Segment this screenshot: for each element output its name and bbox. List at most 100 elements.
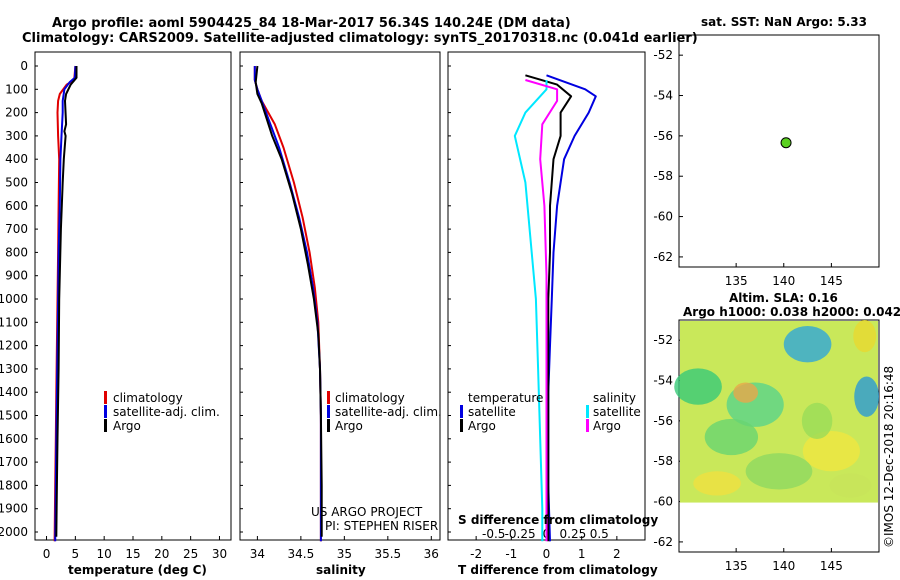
series-line bbox=[254, 65, 323, 537]
map-ytick-label: -54 bbox=[653, 374, 673, 388]
temperature-tick-label: 20 bbox=[154, 547, 169, 561]
series-line bbox=[525, 79, 559, 542]
series-line bbox=[525, 74, 573, 542]
difference-salinity-legend: salinity satellite Argo bbox=[586, 391, 641, 433]
salinity-legend: climatology satellite-adj. clim. Argo bbox=[327, 391, 442, 433]
heatmap-blob bbox=[854, 376, 879, 417]
difference-tick-label: 0 bbox=[543, 547, 551, 561]
legend-label: Argo bbox=[593, 419, 621, 433]
legend-title: temperature bbox=[468, 391, 543, 405]
legend-label: satellite bbox=[593, 405, 641, 419]
sla-map-frame bbox=[678, 319, 880, 553]
legend-swatch-satellite bbox=[327, 405, 330, 418]
map-xtick-label: 135 bbox=[725, 274, 748, 288]
pressure-tick-label: 2000 bbox=[0, 525, 28, 539]
map-xtick-label: 145 bbox=[820, 559, 843, 573]
map-ytick-label: -58 bbox=[653, 454, 673, 468]
legend-label: climatology bbox=[113, 391, 183, 405]
legend-swatch-argo bbox=[104, 419, 107, 432]
title-line-2: Climatology: CARS2009. Satellite-adjuste… bbox=[22, 31, 698, 46]
pressure-tick-label: 0 bbox=[20, 59, 28, 73]
temperature-legend: climatology satellite-adj. clim. Argo bbox=[104, 391, 220, 433]
pressure-tick-label: 1500 bbox=[0, 409, 28, 423]
title-line-1: Argo profile: aoml 5904425_84 18-Mar-201… bbox=[52, 16, 571, 31]
pressure-tick-label: 100 bbox=[5, 82, 28, 96]
legend-label: Argo bbox=[468, 419, 496, 433]
legend-label: Argo bbox=[335, 419, 363, 433]
map-ytick-label: -60 bbox=[653, 210, 673, 224]
heatmap-blob bbox=[733, 382, 759, 403]
legend-label: climatology bbox=[335, 391, 405, 405]
map-xtick-label: 140 bbox=[772, 559, 795, 573]
credit-project: US ARGO PROJECT bbox=[311, 505, 423, 519]
legend-label: Argo bbox=[113, 419, 141, 433]
pressure-tick-label: 1700 bbox=[0, 455, 28, 469]
temperature-tick-label: 15 bbox=[125, 547, 140, 561]
salinity-panel-frame bbox=[239, 51, 441, 541]
map-ytick-label: -56 bbox=[653, 129, 673, 143]
heatmap-blob bbox=[745, 453, 813, 490]
pressure-tick-label: 1400 bbox=[0, 385, 28, 399]
map-ytick-label: -56 bbox=[653, 414, 673, 428]
difference-tick-label: -1 bbox=[505, 547, 517, 561]
difference-temperature-legend: temperature satellite Argo bbox=[460, 391, 543, 433]
data-series bbox=[53, 65, 792, 542]
float-location-marker bbox=[780, 137, 792, 149]
heatmap-blob bbox=[801, 402, 833, 440]
map-xtick-label: 140 bbox=[772, 274, 795, 288]
pressure-tick-label: 300 bbox=[5, 129, 28, 143]
legend-label: satellite-adj. clim. bbox=[335, 405, 442, 419]
temperature-tick-label: 5 bbox=[72, 547, 80, 561]
heatmap-blob bbox=[829, 473, 872, 498]
temperature-panel-frame bbox=[34, 51, 232, 541]
pressure-tick-label: 700 bbox=[5, 222, 28, 236]
pressure-tick-label: 1300 bbox=[0, 362, 28, 376]
legend-swatch-t-argo bbox=[460, 419, 463, 432]
series-line bbox=[54, 65, 77, 542]
pressure-tick-label: 1100 bbox=[0, 315, 28, 329]
difference-top-xlabel: S difference from climatology bbox=[458, 513, 658, 527]
pressure-tick-label: 1000 bbox=[0, 292, 28, 306]
series-line bbox=[513, 80, 548, 542]
difference-s-tick-label: -0.5 bbox=[482, 527, 505, 541]
difference-tick-label: -2 bbox=[470, 547, 482, 561]
salinity-tick-label: 35 bbox=[337, 547, 352, 561]
legend-label: satellite bbox=[468, 405, 516, 419]
salinity-tick-label: 35.5 bbox=[374, 547, 401, 561]
map-ytick-label: -62 bbox=[653, 535, 673, 549]
pressure-tick-label: 1800 bbox=[0, 478, 28, 492]
heatmap-blob bbox=[802, 430, 860, 472]
legend-label: satellite-adj. clim. bbox=[113, 405, 220, 419]
difference-tick-label: 2 bbox=[613, 547, 621, 561]
pressure-tick-label: 200 bbox=[5, 106, 28, 120]
salinity-tick-label: 34 bbox=[250, 547, 265, 561]
series-line bbox=[55, 66, 78, 537]
legend-title: salinity bbox=[593, 391, 636, 405]
difference-xlabel: T difference from climatology bbox=[458, 563, 658, 577]
map-ytick-label: -52 bbox=[653, 333, 673, 347]
difference-s-tick-label: -0.25 bbox=[505, 527, 536, 541]
pressure-tick-label: 1900 bbox=[0, 502, 28, 516]
temperature-xlabel: temperature (deg C) bbox=[68, 563, 207, 577]
series-line bbox=[546, 74, 597, 542]
temperature-tick-label: 10 bbox=[97, 547, 112, 561]
difference-s-tick-label: 0.25 bbox=[560, 527, 587, 541]
pressure-tick-label: 500 bbox=[5, 176, 28, 190]
difference-tick-label: 1 bbox=[578, 547, 586, 561]
imos-credit: ©IMOS 12-Dec-2018 20:16:48 bbox=[882, 366, 896, 548]
salinity-tick-label: 36 bbox=[424, 547, 439, 561]
sst-map-frame bbox=[678, 34, 880, 268]
map-ytick-label: -58 bbox=[653, 169, 673, 183]
heatmap-blob bbox=[704, 418, 759, 456]
legend-swatch-climatology bbox=[104, 391, 107, 404]
temperature-tick-label: 25 bbox=[183, 547, 198, 561]
map-ytick-label: -54 bbox=[653, 89, 673, 103]
legend-swatch-satellite bbox=[104, 405, 107, 418]
legend-swatch-t-satellite bbox=[460, 405, 463, 418]
legend-swatch-argo bbox=[327, 419, 330, 432]
sla-map-title-1: Altim. SLA: 0.16 bbox=[729, 291, 838, 305]
series-line bbox=[253, 66, 322, 542]
pressure-tick-label: 1600 bbox=[0, 432, 28, 446]
map-xtick-label: 145 bbox=[820, 274, 843, 288]
